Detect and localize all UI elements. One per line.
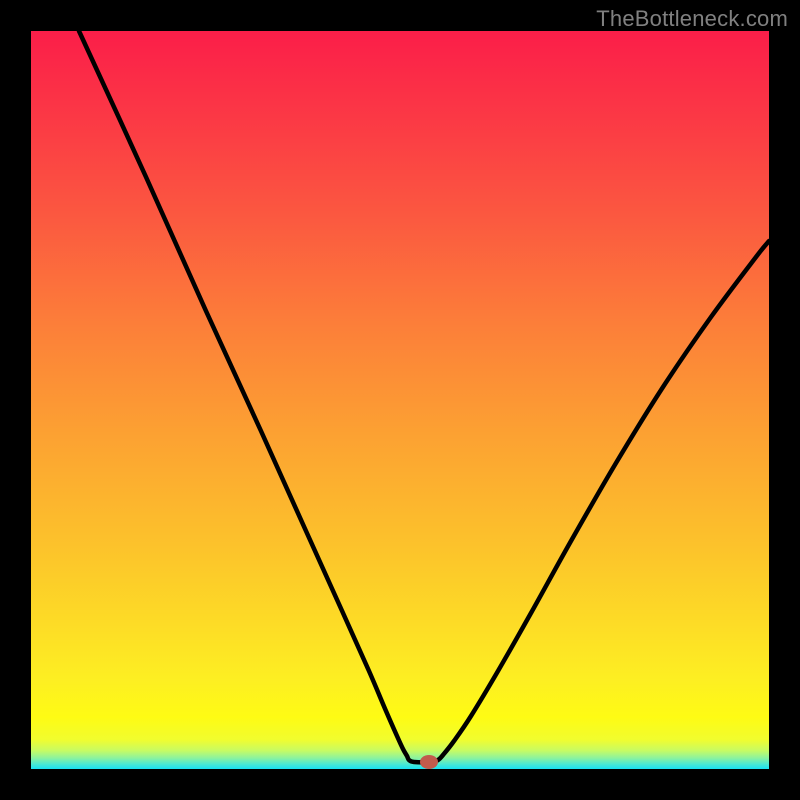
- curve-svg: [31, 31, 769, 769]
- optimum-marker: [420, 755, 438, 769]
- chart-canvas: TheBottleneck.com: [0, 0, 800, 800]
- plot-area: [31, 31, 769, 769]
- bottleneck-curve: [79, 31, 769, 762]
- watermark-text: TheBottleneck.com: [596, 6, 788, 32]
